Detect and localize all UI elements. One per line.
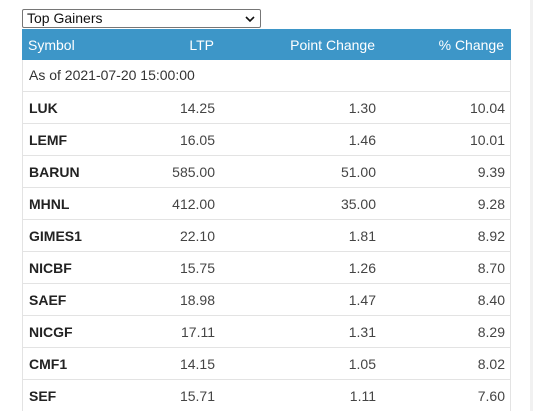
row-point-change: 1.11 [349,387,376,404]
table-row[interactable]: NICBF 15.75 1.26 8.70 [23,252,510,284]
as-of-timestamp: As of 2021-07-20 15:00:00 [23,60,510,92]
table-header-row: Symbol LTP Point Change % Change [22,29,511,60]
top-gainers-table: Symbol LTP Point Change % Change As of 2… [22,29,511,411]
row-symbol[interactable]: LEMF [29,131,68,148]
row-point-change: 1.81 [348,227,376,244]
row-ltp: 412.00 [172,195,215,212]
row-ltp: 17.11 [181,323,215,340]
table-row[interactable]: LUK 14.25 1.30 10.04 [23,92,510,124]
row-ltp: 18.98 [179,291,215,308]
chevron-down-icon [245,16,255,23]
row-ltp: 15.75 [179,259,215,276]
row-symbol[interactable]: CMF1 [29,355,68,372]
row-pct-change: 8.92 [477,227,505,244]
row-ltp: 585.00 [172,163,215,180]
table-row[interactable]: MHNL 412.00 35.00 9.28 [23,188,510,220]
header-pct-change[interactable]: % Change [438,36,504,53]
row-point-change: 1.47 [348,291,376,308]
row-symbol[interactable]: SEF [29,387,57,404]
row-symbol[interactable]: MHNL [29,195,70,212]
row-symbol[interactable]: NICGF [29,323,73,340]
row-pct-change: 10.04 [469,99,505,116]
header-symbol[interactable]: Symbol [28,36,75,53]
row-point-change: 1.31 [348,323,376,340]
scrollbar[interactable] [530,0,533,411]
table-body: LUK 14.25 1.30 10.04 LEMF 16.05 1.46 10.01 BARUN… [23,92,510,411]
table-row[interactable]: SAEF 18.98 1.47 8.40 [23,284,510,316]
row-ltp: 14.25 [179,99,215,116]
row-pct-change: 9.39 [477,163,505,180]
row-symbol[interactable]: NICBF [29,259,72,276]
row-point-change: 1.30 [348,99,376,116]
row-symbol[interactable]: GIMES1 [29,227,82,244]
row-pct-change: 8.40 [477,291,505,308]
table-row[interactable]: CMF1 14.15 1.05 8.02 [23,348,510,380]
row-ltp: 14.15 [179,355,215,372]
table-row[interactable]: SEF 15.71 1.11 7.60 [23,380,510,411]
row-pct-change: 9.28 [477,195,505,212]
row-ltp: 15.71 [179,387,215,404]
row-point-change: 1.05 [348,355,376,372]
row-pct-change: 8.70 [477,259,505,276]
row-pct-change: 8.02 [477,355,505,372]
row-symbol[interactable]: BARUN [29,163,80,180]
table-row[interactable]: BARUN 585.00 51.00 9.39 [23,156,510,188]
row-point-change: 1.26 [348,259,376,276]
row-symbol[interactable]: LUK [29,99,58,116]
row-point-change: 1.46 [348,131,376,148]
row-point-change: 51.00 [340,163,376,180]
table-row[interactable]: GIMES1 22.10 1.81 8.92 [23,220,510,252]
row-pct-change: 8.29 [477,323,505,340]
table-row[interactable]: NICGF 17.11 1.31 8.29 [23,316,510,348]
row-pct-change: 7.60 [477,387,505,404]
row-point-change: 35.00 [340,195,376,212]
header-point-change[interactable]: Point Change [290,36,375,53]
market-filter-selected-value: Top Gainers [27,10,103,26]
row-ltp: 22.10 [179,227,215,244]
header-ltp[interactable]: LTP [189,36,214,53]
table-row[interactable]: LEMF 16.05 1.46 10.01 [23,124,510,156]
row-ltp: 16.05 [179,131,215,148]
market-filter-select[interactable]: Top Gainers [22,9,261,28]
row-pct-change: 10.01 [469,131,505,148]
row-symbol[interactable]: SAEF [29,291,67,308]
